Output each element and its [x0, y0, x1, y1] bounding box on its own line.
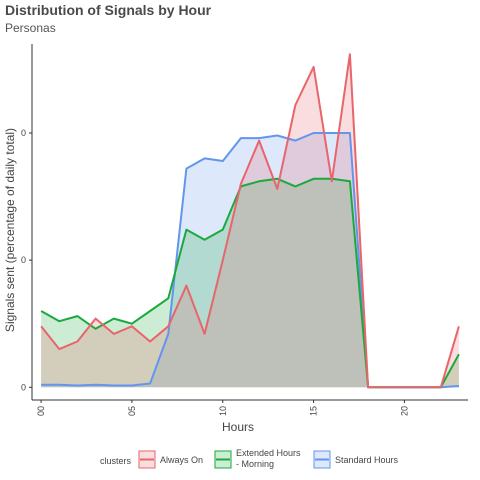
area-always-on: [41, 54, 459, 388]
area-extended-hours-morning: [41, 178, 459, 388]
chart-title: Distribution of Signals by Hour: [5, 2, 212, 18]
x-axis-label: Hours: [222, 420, 254, 434]
x-tick-label: 15: [309, 406, 319, 416]
chart-subtitle: Personas: [5, 21, 56, 35]
legend-title: clusters: [100, 456, 132, 466]
legend-label: Always On: [160, 455, 203, 465]
x-tick-label: 05: [127, 406, 137, 416]
legend-item-always-on: Always On: [138, 450, 203, 469]
legend: clusters Always On Extended Hours - Mornin…: [100, 448, 399, 469]
y-tick-label: 0: [21, 382, 26, 392]
y-axis-label: Signals sent (percentage of daily total): [3, 128, 17, 332]
y-tick-label: 0: [21, 255, 26, 265]
legend-label: Extended Hours - Morning: [236, 448, 301, 469]
x-tick-label: 20: [399, 406, 409, 416]
series-areas: [41, 54, 459, 388]
legend-item-extended-hours-morning: Extended Hours - Morning: [214, 448, 301, 469]
x-tick-label: 10: [218, 406, 228, 416]
x-tick-label: 00: [36, 406, 46, 416]
series-lines: [40, 53, 460, 389]
y-tick-label: 0: [21, 128, 26, 138]
x-axis-ticks: 00 05 10 15 20: [36, 400, 409, 416]
legend-label: Standard Hours: [335, 455, 399, 465]
legend-item-standard-hours: Standard Hours: [313, 450, 399, 469]
line-always-on: [40, 53, 460, 389]
y-axis-ticks: 0 0 0: [21, 128, 32, 392]
